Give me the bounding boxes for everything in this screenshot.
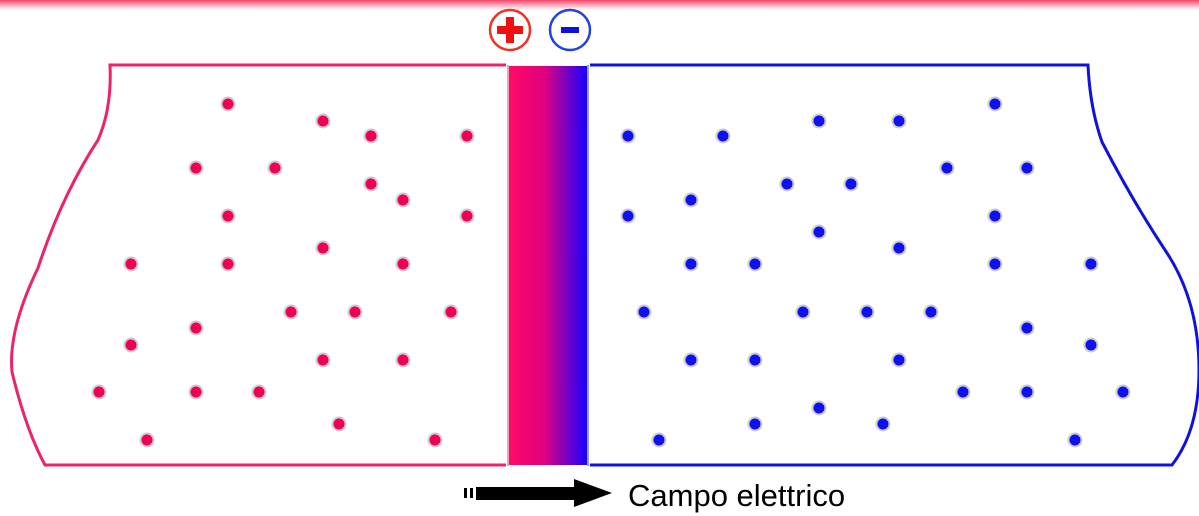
n-particle (795, 304, 811, 320)
n-particle (1019, 384, 1035, 400)
n-particle (987, 96, 1003, 112)
p-particle (188, 160, 204, 176)
n-side-particles (620, 96, 1131, 448)
p-particle (251, 384, 267, 400)
plus-sign-icon (488, 8, 532, 52)
n-particle (747, 256, 763, 272)
p-particle (91, 384, 107, 400)
n-particle (923, 304, 939, 320)
n-particle (747, 352, 763, 368)
n-particle (620, 128, 636, 144)
p-particle (315, 113, 331, 129)
p-particle (220, 256, 236, 272)
p-particle (459, 208, 475, 224)
electric-field-label: Campo elettrico (628, 478, 846, 513)
p-particle (459, 128, 475, 144)
p-particle (331, 416, 347, 432)
n-particle (859, 304, 875, 320)
n-particle (620, 208, 636, 224)
p-particle (315, 240, 331, 256)
n-particle (891, 113, 907, 129)
n-particle (715, 128, 731, 144)
n-particle (987, 208, 1003, 224)
n-particle (779, 176, 795, 192)
n-particle (811, 400, 827, 416)
n-particle (891, 240, 907, 256)
p-side-particles (91, 96, 475, 448)
n-particle (939, 160, 955, 176)
n-particle (1083, 256, 1099, 272)
n-particle (651, 432, 667, 448)
junction-region (509, 66, 587, 465)
n-particle (636, 304, 652, 320)
p-particle (427, 432, 443, 448)
p-particle (395, 192, 411, 208)
p-particle (363, 128, 379, 144)
minus-sign-icon (548, 8, 592, 52)
n-particle (1083, 337, 1099, 353)
p-particle (188, 320, 204, 336)
p-particle (283, 304, 299, 320)
n-particle (1115, 384, 1131, 400)
n-particle (987, 256, 1003, 272)
p-particle (395, 256, 411, 272)
top-gradient-bar (0, 0, 1199, 10)
n-particle (1067, 432, 1083, 448)
n-particle (1019, 320, 1035, 336)
p-particle (220, 208, 236, 224)
electric-field-arrow-icon (464, 479, 612, 507)
n-particle (683, 352, 699, 368)
p-particle (123, 256, 139, 272)
p-particle (347, 304, 363, 320)
n-particle (843, 176, 859, 192)
n-particle (811, 224, 827, 240)
p-particle (188, 384, 204, 400)
p-particle (139, 432, 155, 448)
n-particle (955, 384, 971, 400)
n-particle (891, 352, 907, 368)
n-particle (683, 256, 699, 272)
p-particle (443, 304, 459, 320)
p-particle (395, 352, 411, 368)
n-region-outline (590, 63, 1199, 467)
p-particle (363, 176, 379, 192)
p-region-outline (10, 63, 506, 467)
n-particle (875, 416, 891, 432)
n-particle (747, 416, 763, 432)
p-particle (220, 96, 236, 112)
n-particle (811, 113, 827, 129)
n-particle (1019, 160, 1035, 176)
p-particle (267, 160, 283, 176)
n-particle (683, 192, 699, 208)
p-particle (315, 352, 331, 368)
p-particle (123, 337, 139, 353)
